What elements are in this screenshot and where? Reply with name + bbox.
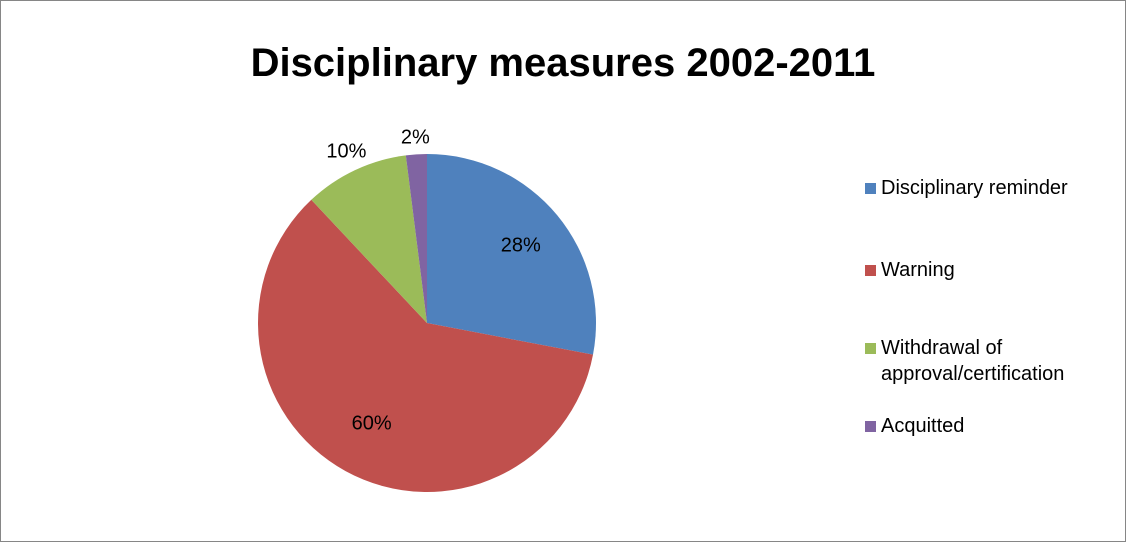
slice-label-acquitted: 2% (401, 126, 430, 148)
legend-item-withdrawal: Withdrawal of approval/certification (865, 335, 1121, 387)
legend-item-disciplinary-reminder: Disciplinary reminder (865, 175, 1121, 201)
slice-warning (257, 199, 594, 493)
legend-label: Disciplinary reminder (881, 177, 1068, 199)
legend-label: Warning (881, 259, 955, 281)
legend-label: Withdrawal of approval/certification (881, 337, 1065, 385)
slice-label-withdrawal: 10% (326, 141, 366, 163)
legend-swatch (865, 183, 876, 194)
slice-label-disciplinary-reminder: 28% (501, 234, 541, 256)
legend-label: Acquitted (881, 415, 965, 437)
slice-acquitted (405, 154, 427, 323)
legend-swatch (865, 343, 876, 354)
slice-disciplinary-reminder (427, 154, 596, 355)
chart-title: Disciplinary measures 2002-2011 (250, 41, 876, 85)
legend-swatch (865, 421, 876, 432)
slice-withdrawal (311, 155, 427, 323)
pie-slices (257, 154, 596, 493)
pie-labels: 28% 60% 10% 2% (326, 126, 541, 434)
legend-swatch (865, 265, 876, 276)
legend-item-warning: Warning (865, 257, 1121, 283)
slice-label-warning: 60% (352, 413, 392, 435)
legend-item-acquitted: Acquitted (865, 413, 1121, 439)
